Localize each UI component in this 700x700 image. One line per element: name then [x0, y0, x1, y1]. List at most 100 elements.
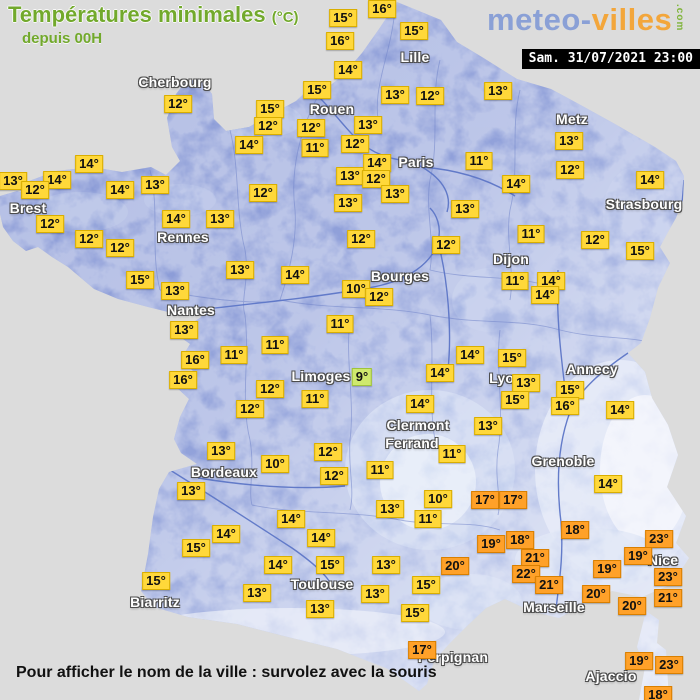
temp-label[interactable]: 11° — [301, 390, 329, 408]
temp-label[interactable]: 23° — [655, 656, 683, 674]
temp-label[interactable]: 12° — [581, 231, 609, 249]
temp-label[interactable]: 16° — [551, 397, 579, 415]
temp-label[interactable]: 13° — [512, 374, 540, 392]
temp-label[interactable]: 12° — [21, 181, 49, 199]
temp-label[interactable]: 17° — [471, 491, 499, 509]
temp-label[interactable]: 14° — [162, 210, 190, 228]
temp-label[interactable]: 12° — [432, 236, 460, 254]
temp-label[interactable]: 12° — [297, 119, 325, 137]
temp-label[interactable]: 18° — [561, 521, 589, 539]
temp-label[interactable]: 15° — [316, 556, 344, 574]
temp-label[interactable]: 12° — [320, 467, 348, 485]
temp-label[interactable]: 13° — [334, 194, 362, 212]
temp-label[interactable]: 13° — [381, 185, 409, 203]
temp-label[interactable]: 12° — [314, 443, 342, 461]
temp-label[interactable]: 12° — [365, 288, 393, 306]
temp-label[interactable]: 11° — [438, 445, 466, 463]
temp-label[interactable]: 15° — [401, 604, 429, 622]
temp-label[interactable]: 13° — [361, 585, 389, 603]
temp-label[interactable]: 11° — [366, 461, 394, 479]
temp-label[interactable]: 14° — [264, 556, 292, 574]
temp-label[interactable]: 14° — [426, 364, 454, 382]
temp-label[interactable]: 15° — [400, 22, 428, 40]
temp-label[interactable]: 15° — [329, 9, 357, 27]
temp-label[interactable]: 14° — [502, 175, 530, 193]
temp-label[interactable]: 15° — [126, 271, 154, 289]
temp-label[interactable]: 13° — [243, 584, 271, 602]
temp-label[interactable]: 11° — [414, 510, 442, 528]
temp-label[interactable]: 23° — [645, 530, 673, 548]
temp-label[interactable]: 19° — [624, 547, 652, 565]
temp-label[interactable]: 21° — [535, 576, 563, 594]
temp-label[interactable]: 12° — [254, 117, 282, 135]
temp-label[interactable]: 11° — [465, 152, 493, 170]
temp-label[interactable]: 12° — [36, 215, 64, 233]
temp-label[interactable]: 14° — [636, 171, 664, 189]
temp-label[interactable]: 14° — [334, 61, 362, 79]
temp-label[interactable]: 16° — [326, 32, 354, 50]
temp-label[interactable]: 13° — [381, 86, 409, 104]
temp-label[interactable]: 14° — [281, 266, 309, 284]
temp-label[interactable]: 14° — [43, 171, 71, 189]
temp-label[interactable]: 13° — [474, 417, 502, 435]
temp-label[interactable]: 12° — [556, 161, 584, 179]
temp-label[interactable]: 12° — [347, 230, 375, 248]
temp-label[interactable]: 13° — [306, 600, 334, 618]
temp-label[interactable]: 13° — [354, 116, 382, 134]
temp-label[interactable]: 14° — [456, 346, 484, 364]
temp-label[interactable]: 14° — [75, 155, 103, 173]
temp-label[interactable]: 14° — [406, 395, 434, 413]
temp-label[interactable]: 13° — [372, 556, 400, 574]
temp-label[interactable]: 14° — [537, 272, 565, 290]
temp-label[interactable]: 12° — [256, 380, 284, 398]
temp-label[interactable]: 12° — [164, 95, 192, 113]
temp-label[interactable]: 14° — [106, 181, 134, 199]
temp-label[interactable]: 14° — [531, 286, 559, 304]
temp-label[interactable]: 14° — [212, 525, 240, 543]
temp-label[interactable]: 15° — [501, 391, 529, 409]
temp-label[interactable]: 12° — [249, 184, 277, 202]
temp-label[interactable]: 14° — [363, 154, 391, 172]
temp-label[interactable]: 20° — [582, 585, 610, 603]
temp-label[interactable]: 12° — [106, 239, 134, 257]
temp-label[interactable]: 18° — [506, 531, 534, 549]
temp-label[interactable]: 13° — [451, 200, 479, 218]
temp-label[interactable]: 14° — [606, 401, 634, 419]
temp-label[interactable]: 19° — [625, 652, 653, 670]
temp-label[interactable]: 21° — [521, 549, 549, 567]
temp-label[interactable]: 13° — [207, 442, 235, 460]
temp-label[interactable]: 12° — [416, 87, 444, 105]
temp-label[interactable]: 15° — [303, 81, 331, 99]
temp-label[interactable]: 11° — [501, 272, 529, 290]
temp-label[interactable]: 22° — [512, 565, 540, 583]
temp-label[interactable]: 23° — [654, 568, 682, 586]
temp-label[interactable]: 15° — [626, 242, 654, 260]
temp-label[interactable]: 10° — [261, 455, 289, 473]
temp-label[interactable]: 13° — [484, 82, 512, 100]
temp-label[interactable]: 13° — [226, 261, 254, 279]
temp-label[interactable]: 21° — [654, 589, 682, 607]
temp-label[interactable]: 9° — [351, 368, 373, 386]
temp-label[interactable]: 14° — [235, 136, 263, 154]
temp-label[interactable]: 16° — [181, 351, 209, 369]
temp-label[interactable]: 13° — [161, 282, 189, 300]
temp-label[interactable]: 13° — [336, 167, 364, 185]
temp-label[interactable]: 13° — [376, 500, 404, 518]
temp-label[interactable]: 13° — [141, 176, 169, 194]
temp-label[interactable]: 16° — [169, 371, 197, 389]
temp-label[interactable]: 11° — [220, 346, 248, 364]
temp-label[interactable]: 17° — [408, 641, 436, 659]
temp-label[interactable]: 10° — [342, 280, 370, 298]
temp-label[interactable]: 16° — [368, 0, 396, 18]
temp-label[interactable]: 13° — [555, 132, 583, 150]
temp-label[interactable]: 12° — [362, 170, 390, 188]
temp-label[interactable]: 19° — [593, 560, 621, 578]
temp-label[interactable]: 15° — [412, 576, 440, 594]
logo[interactable]: meteo-villes .com — [487, 2, 685, 38]
temp-label[interactable]: 17° — [499, 491, 527, 509]
temp-label[interactable]: 12° — [236, 400, 264, 418]
temp-label[interactable]: 13° — [177, 482, 205, 500]
temp-label[interactable]: 13° — [170, 321, 198, 339]
temp-label[interactable]: 20° — [441, 557, 469, 575]
temp-label[interactable]: 11° — [261, 336, 289, 354]
